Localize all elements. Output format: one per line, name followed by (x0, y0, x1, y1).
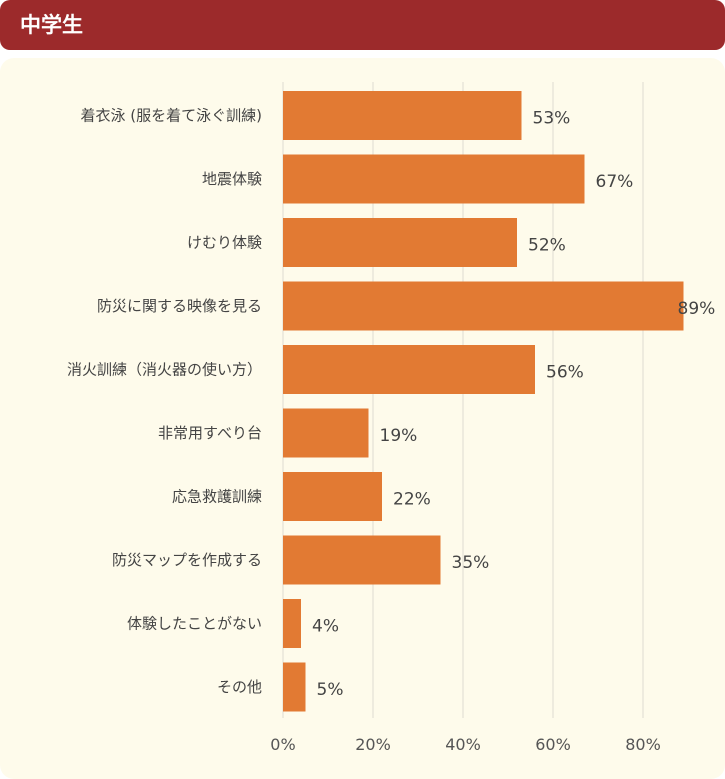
value-label: 67% (596, 172, 634, 192)
value-label: 19% (380, 426, 418, 446)
header-bar: 中学生 (0, 0, 725, 50)
bar (283, 535, 441, 585)
x-tick-label: 80% (625, 735, 661, 754)
bar (283, 662, 306, 712)
value-label: 89% (678, 299, 716, 319)
category-label: 体験したことがない (127, 615, 262, 633)
category-label: 消火訓練（消火器の使い方） (67, 361, 262, 379)
value-label: 56% (546, 363, 584, 383)
page-title: 中学生 (20, 13, 83, 37)
bar (283, 281, 684, 331)
x-tick-label: 60% (535, 735, 571, 754)
category-label: 地震体験 (202, 170, 262, 188)
value-label: 5% (317, 680, 344, 700)
value-label: 35% (452, 553, 490, 573)
bar (283, 345, 535, 394)
value-label: 52% (528, 236, 566, 256)
category-label: けむり体験 (187, 234, 262, 252)
value-label: 53% (533, 109, 571, 129)
bar (283, 154, 585, 204)
value-label: 4% (312, 617, 339, 637)
x-tick-label: 0% (270, 735, 295, 754)
category-label: 防災マップを作成する (112, 551, 262, 569)
bar (283, 218, 517, 267)
category-label: 非常用すべり台 (158, 424, 262, 442)
bar (283, 91, 522, 140)
bar (283, 599, 301, 648)
bar (283, 408, 369, 458)
x-tick-label: 20% (355, 735, 391, 754)
category-label: その他 (217, 678, 262, 696)
category-label: 防災に関する映像を見る (97, 297, 262, 315)
x-tick-label: 40% (445, 735, 481, 754)
category-label: 応急救護訓練 (172, 488, 262, 506)
category-label: 着衣泳 (服を着て泳ぐ訓練) (81, 107, 262, 125)
value-label: 22% (393, 490, 431, 510)
bar (283, 472, 382, 521)
